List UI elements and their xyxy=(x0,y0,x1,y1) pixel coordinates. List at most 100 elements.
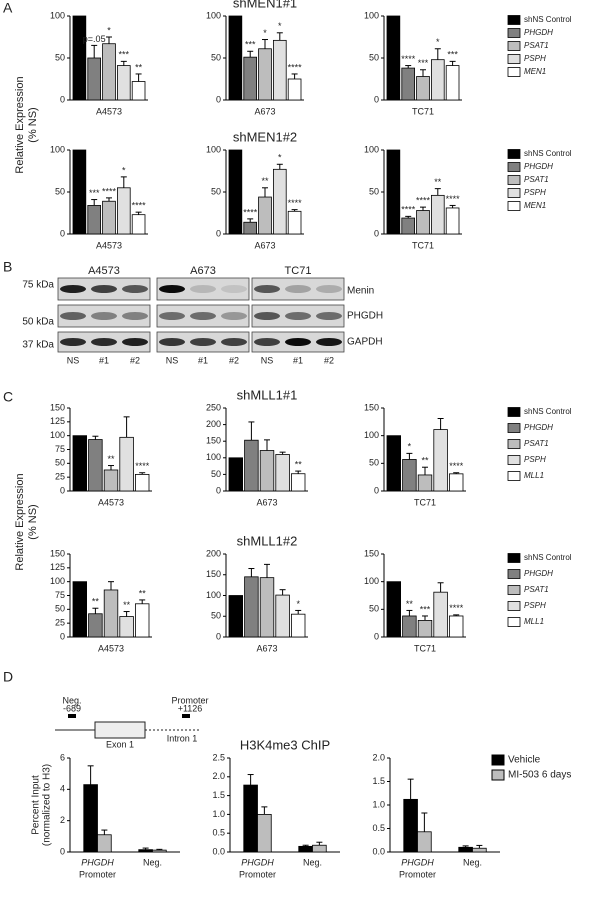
significance-label: **** xyxy=(449,603,464,613)
x-tick-label: Neg. xyxy=(303,857,322,867)
significance-label: * xyxy=(436,37,440,47)
marker-label: 37 kDa xyxy=(22,340,54,351)
x-axis-label: TC71 xyxy=(412,240,434,250)
y-tick-label: 0 xyxy=(216,631,221,641)
blot-band xyxy=(285,312,311,320)
significance-label: * xyxy=(408,442,412,452)
legend-swatch xyxy=(507,471,521,481)
diagram-label: Promoter xyxy=(171,695,208,705)
bar xyxy=(290,613,306,638)
bar xyxy=(138,849,153,853)
y-tick-label: 100 xyxy=(206,452,221,462)
legend-swatch xyxy=(507,15,521,25)
bar xyxy=(72,149,87,235)
bar xyxy=(386,15,401,101)
y-tick-label: 0 xyxy=(374,228,379,238)
significance-label: **** xyxy=(132,201,147,211)
y-axis-label: Relative Expression xyxy=(14,473,26,570)
legend-label: PSAT1 xyxy=(524,439,549,448)
blot-band xyxy=(91,338,117,346)
x-tick-label: PHGDH xyxy=(81,857,114,867)
blot-band xyxy=(285,338,311,346)
bar xyxy=(131,214,146,235)
significance-label: *** xyxy=(447,50,458,60)
bar xyxy=(228,15,243,101)
blot-band xyxy=(122,312,148,320)
blot-strip xyxy=(156,277,250,301)
legend-label: PSAT1 xyxy=(524,175,549,184)
significance-label: p=.05 xyxy=(83,34,106,44)
legend-label: PSPH xyxy=(524,601,546,610)
chart-title: shMLL1#2 xyxy=(237,533,298,548)
legend-swatch xyxy=(507,455,521,465)
significance-label: ** xyxy=(421,456,429,466)
y-tick-label: 0 xyxy=(374,485,379,495)
legend-label: PSAT1 xyxy=(524,585,549,594)
bar xyxy=(103,589,119,638)
y-tick-label: 50 xyxy=(369,458,379,468)
bar xyxy=(228,457,244,492)
legend-label: shNS Control xyxy=(524,407,572,416)
y-tick-label: 0 xyxy=(374,631,379,641)
blot-band xyxy=(122,285,148,293)
bar xyxy=(458,846,473,853)
blot-band xyxy=(60,285,86,293)
significance-label: * xyxy=(107,25,111,35)
bar xyxy=(258,48,272,101)
bar xyxy=(72,15,87,101)
significance-label: ** xyxy=(139,588,147,598)
bar xyxy=(402,615,417,638)
cell-line-label: TC71 xyxy=(285,265,312,277)
y-tick-label: 0 xyxy=(60,846,65,856)
primer xyxy=(68,714,76,718)
blot-band xyxy=(159,338,185,346)
bar xyxy=(433,429,448,492)
x-tick-label: PHGDH xyxy=(401,857,434,867)
y-tick-label: 100 xyxy=(364,430,379,440)
bar xyxy=(72,435,88,492)
legend-label: PSPH xyxy=(524,455,546,464)
y-tick-label: 2.5 xyxy=(212,752,225,762)
x-tick-sublabel: Promoter xyxy=(399,869,436,879)
panel-letter: D xyxy=(3,669,13,685)
y-tick-label: 0.5 xyxy=(372,823,385,833)
legend-swatch xyxy=(507,162,521,172)
significance-label: * xyxy=(122,165,126,175)
bar xyxy=(386,435,402,492)
bar xyxy=(312,844,327,853)
bar xyxy=(244,576,259,638)
y-tick-label: 0 xyxy=(60,485,65,495)
significance-label: **** xyxy=(416,195,431,205)
legend-swatch xyxy=(507,617,521,627)
y-axis-label: (% NS) xyxy=(27,504,39,539)
y-tick-label: 125 xyxy=(50,562,65,572)
legend-swatch xyxy=(507,188,521,198)
legend-swatch xyxy=(507,439,521,449)
y-tick-label: 50 xyxy=(55,52,65,62)
legend-swatch xyxy=(507,28,521,38)
y-axis-label: (normalized to H3) xyxy=(42,764,53,846)
bar xyxy=(272,168,287,235)
y-tick-label: 100 xyxy=(364,10,379,20)
y-tick-label: 150 xyxy=(206,569,221,579)
diagram-label: Intron 1 xyxy=(167,733,198,743)
significance-label: **** xyxy=(449,461,464,471)
bar xyxy=(102,200,116,235)
legend-swatch xyxy=(507,201,521,211)
significance-label: **** xyxy=(446,194,461,204)
diagram-label: +1126 xyxy=(178,703,203,713)
blot-band xyxy=(316,312,342,320)
legend-label: MEN1 xyxy=(524,67,546,76)
marker-label: 75 kDa xyxy=(22,280,54,291)
x-tick-label: Neg. xyxy=(143,857,162,867)
y-tick-label: 1.0 xyxy=(372,799,385,809)
significance-label: **** xyxy=(288,198,303,208)
bar xyxy=(275,454,290,492)
significance-label: **** xyxy=(102,186,117,196)
y-tick-label: 50 xyxy=(211,469,221,479)
y-tick-label: 150 xyxy=(50,548,65,558)
y-axis-label: (% NS) xyxy=(27,107,39,142)
y-tick-label: 2 xyxy=(60,815,65,825)
y-tick-label: 0 xyxy=(374,94,379,104)
lane-label: NS xyxy=(166,355,179,365)
